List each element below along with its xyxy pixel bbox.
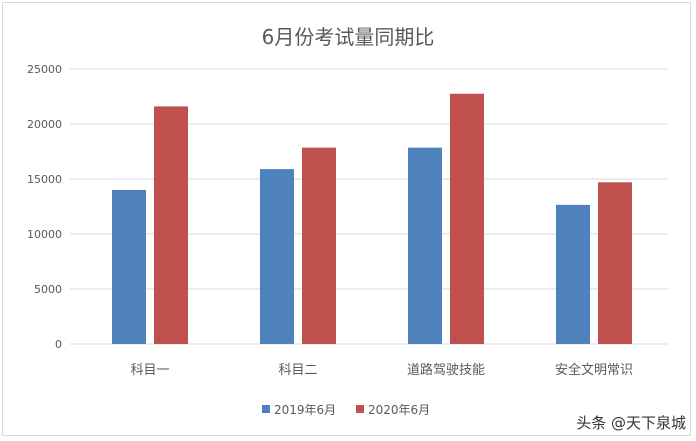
bar-1-3 [598,182,632,344]
bar-0-1 [260,169,294,344]
x-category-label: 安全文明常识 [555,362,633,378]
x-category-label: 科目二 [278,363,317,378]
legend-label-0: 2019年6月 [274,403,336,417]
legend-swatch-1 [356,405,364,413]
bar-1-0 [154,106,188,345]
watermark: 头条 @天下泉城 [576,414,686,432]
chart-frame [2,2,691,436]
bar-0-3 [556,204,590,344]
chart-title: 6月份考试量同期比 [262,25,435,49]
y-tick-label: 5000 [34,283,62,296]
bar-0-2 [408,147,442,344]
x-category-label: 道路驾驶技能 [407,362,485,378]
x-category-label: 科目一 [130,363,169,378]
legend-label-1: 2020年6月 [368,403,430,417]
y-tick-label: 25000 [27,63,62,76]
bar-1-1 [302,147,336,344]
y-tick-label: 0 [55,338,62,351]
y-tick-label: 20000 [27,118,62,131]
y-tick-label: 15000 [27,173,62,186]
bar-1-2 [450,93,484,344]
legend-swatch-0 [262,405,270,413]
y-tick-label: 10000 [27,228,62,241]
bar-0-0 [112,190,146,344]
